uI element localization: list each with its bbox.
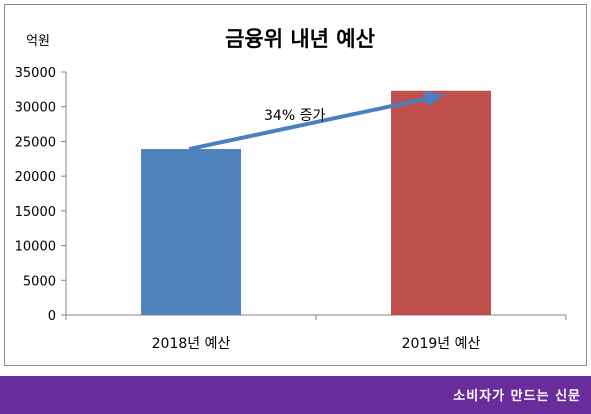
x-tick-label: 2018년 예산 bbox=[152, 336, 231, 352]
y-tick-label: 35000 bbox=[15, 66, 56, 81]
footer-text: 소비자가 만드는 신문 bbox=[453, 389, 581, 404]
y-tick-label: 25000 bbox=[15, 135, 56, 150]
y-tick-label: 30000 bbox=[15, 101, 56, 116]
bar bbox=[391, 90, 491, 315]
bars bbox=[141, 90, 491, 315]
bar bbox=[141, 149, 241, 315]
x-tick-label: 2019년 예산 bbox=[402, 336, 481, 352]
y-tick-label: 5000 bbox=[23, 274, 56, 289]
x-tick-labels: 2018년 예산 2019년 예산 bbox=[152, 336, 481, 352]
footer-bar: 소비자가 만드는 신문 bbox=[0, 376, 591, 414]
growth-annotation: 34% 증가 bbox=[264, 108, 325, 124]
chart-title: 금융위 내년 예산 bbox=[225, 27, 375, 51]
growth-arrow-shaft bbox=[188, 96, 426, 152]
y-axis-label: 억원 bbox=[26, 34, 50, 49]
growth-arrow bbox=[188, 91, 445, 152]
bar-chart: 금융위 내년 예산 억원 2018년 예산 2019년 예산 0 5000 10000… bbox=[15, 27, 567, 352]
y-tick-label: 15000 bbox=[15, 205, 56, 220]
y-tick-label: 0 bbox=[48, 309, 56, 324]
growth-arrow-head bbox=[423, 91, 445, 107]
y-tick-label: 10000 bbox=[15, 240, 56, 255]
y-tick-label: 20000 bbox=[15, 170, 56, 185]
y-tick-labels: 0 5000 10000 15000 20000 25000 30000 35000 bbox=[15, 66, 56, 324]
